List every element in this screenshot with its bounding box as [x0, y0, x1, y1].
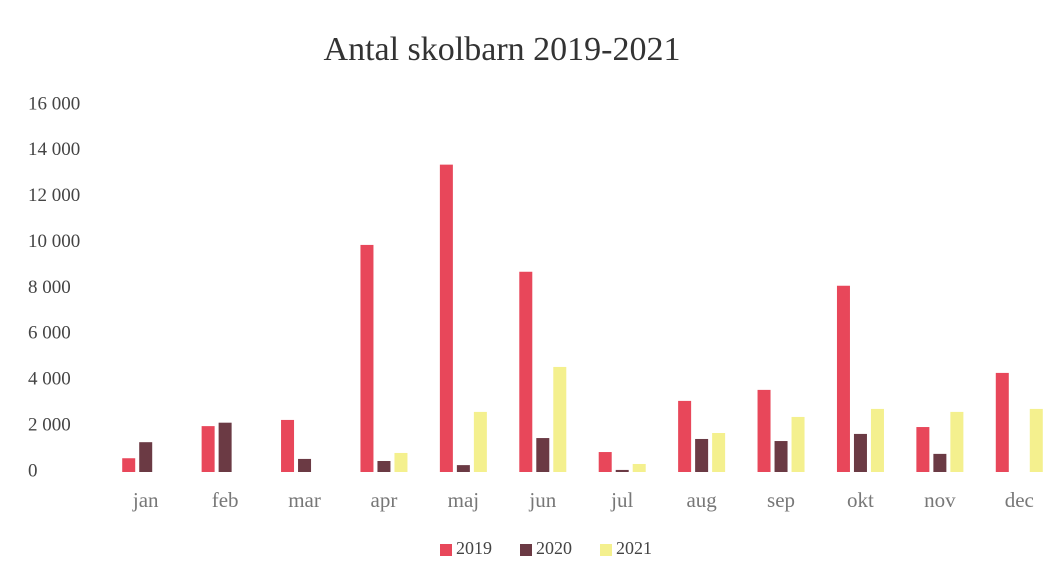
- x-tick-label: feb: [212, 488, 239, 512]
- x-tick-label: maj: [448, 488, 480, 512]
- x-tick-label: okt: [847, 488, 874, 512]
- bar: [139, 442, 153, 472]
- y-tick-label: 4 000: [28, 369, 71, 390]
- bar: [456, 465, 470, 472]
- legend-swatch: [440, 544, 452, 556]
- y-tick-label: 0: [28, 460, 38, 481]
- y-tick-label: 10 000: [28, 231, 80, 252]
- x-tick-label: dec: [1005, 488, 1034, 512]
- y-tick-label: 8 000: [28, 277, 71, 298]
- bar: [615, 469, 629, 472]
- x-tick-label: apr: [371, 488, 398, 512]
- legend-swatch: [600, 544, 612, 556]
- bar: [916, 427, 930, 472]
- bar: [853, 433, 867, 472]
- bar: [298, 458, 312, 472]
- bar: [281, 419, 295, 472]
- bar: [1029, 408, 1043, 472]
- legend-label: 2020: [536, 538, 572, 558]
- chart-title: Antal skolbarn 2019-2021: [324, 31, 681, 68]
- x-tick-label: mar: [288, 488, 321, 512]
- x-tick-label: nov: [924, 488, 956, 512]
- bar: [632, 463, 646, 472]
- bar: [995, 372, 1009, 472]
- y-tick-label: 16 000: [28, 93, 80, 114]
- x-tick-label: sep: [767, 488, 795, 512]
- x-tick-label: jan: [132, 488, 159, 512]
- bar: [933, 453, 947, 472]
- x-tick-label: aug: [686, 488, 717, 512]
- bar: [553, 366, 567, 472]
- bar: [678, 400, 692, 472]
- legend-label: 2019: [456, 538, 492, 558]
- y-tick-label: 12 000: [28, 185, 80, 206]
- bar: [836, 285, 850, 472]
- legend-label: 2021: [616, 538, 652, 558]
- bar: [377, 460, 391, 472]
- bar: [774, 441, 788, 472]
- bar: [122, 458, 136, 472]
- bar: [473, 411, 487, 472]
- bar: [695, 438, 709, 472]
- bar: [360, 244, 374, 472]
- bar: [712, 433, 726, 472]
- bar: [439, 164, 453, 472]
- bar: [598, 452, 612, 472]
- x-tick-label: jul: [610, 488, 633, 512]
- bar: [870, 408, 884, 472]
- legend-swatch: [520, 544, 532, 556]
- y-tick-label: 2 000: [28, 414, 71, 435]
- bar: [536, 438, 550, 472]
- bar: [791, 416, 805, 472]
- x-tick-label: jun: [528, 488, 556, 512]
- y-tick-label: 6 000: [28, 323, 71, 344]
- bar: [394, 452, 408, 472]
- bar: [757, 389, 771, 472]
- bar: [950, 411, 964, 472]
- bar: [218, 422, 232, 472]
- y-tick-label: 14 000: [28, 139, 80, 160]
- bar: [519, 271, 533, 472]
- bar: [201, 426, 215, 472]
